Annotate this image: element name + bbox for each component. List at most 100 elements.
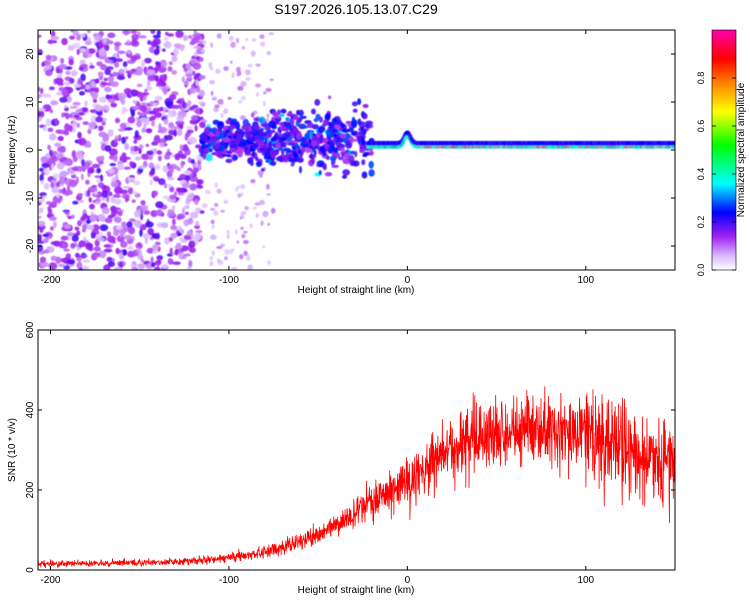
spectrogram-cell [129,218,136,223]
spectrogram-cell [153,266,161,270]
spectrogram-cell [42,125,48,132]
spectrogram-cell [244,206,249,211]
spectrogram-cell [75,150,84,159]
spectrogram-cell [259,148,265,151]
colorbar: 0.0 0.2 0.4 0.6 0.8 Normalized spectral ampl… [696,29,747,277]
spectrogram-cell [85,179,90,185]
spectrogram-cell [103,248,113,253]
spectrogram-cell [48,262,58,270]
spectrogram-cell [182,207,185,214]
spectrogram-cell [207,143,212,148]
spectrogram-cell [74,226,80,231]
spectrogram-x-axis-label: Height of straight line (km) [298,285,415,296]
spectrogram-cell [362,153,368,158]
spectrogram-cell [50,182,55,189]
spectrogram-cell [76,230,81,236]
spectrogram-cell [43,168,50,176]
spectrogram-cell [212,151,217,156]
spectrogram-cell [96,237,105,242]
spectrogram-cell [230,41,236,48]
spectrogram-cell [231,72,235,79]
spectrogram-cell [128,226,135,235]
spectrogram-cell [212,119,220,126]
spectrogram-cell [401,142,405,145]
spectrogram-cell [262,245,266,249]
spectrogram-cell [133,180,141,186]
spectrogram-cell [89,65,95,69]
spectrogram-cell [65,70,71,76]
spectrogram-cell [314,99,321,106]
spectrogram-cell [186,194,193,199]
spectrogram-cell [82,228,86,233]
spectrogram-cell [191,37,200,44]
spectrogram-cell [131,33,139,41]
spectrogram-cell [133,139,138,144]
spectrogram-cell [68,179,78,188]
spectrogram-cell [124,42,133,46]
spectrogram-cell [78,267,83,270]
spectrogram-cell [140,59,145,68]
spectrogram-cell [169,186,175,193]
spectrogram-cell [64,211,69,215]
spectrogram-cell [109,163,117,167]
spectrogram-cell [200,49,206,53]
spectrogram-cell [107,129,114,137]
spectrogram-cell [240,81,247,87]
spectrogram-cell [106,256,113,262]
spectrogram-cell [80,173,84,181]
spectrogram-cell [101,190,109,199]
spectrogram-cell [110,181,119,188]
spectrogram-cell [246,254,251,261]
spectrogram-cell [145,128,153,134]
spectrogram-cell [134,156,142,161]
spectrogram-cell [88,187,98,192]
spectrogram-cell [186,77,192,82]
spectrogram-cell [163,41,172,49]
spectrogram-cell [94,190,98,196]
spectrogram-cell [225,119,231,125]
spectrogram-cell [185,173,191,182]
spectrogram-cell [239,254,244,260]
spectrogram-cell [62,243,67,249]
spectrogram-cell [209,260,214,267]
spectrogram-cell [254,138,262,144]
spectrogram-cell [356,135,362,142]
colorbar-tick-label: 0.8 [696,72,706,85]
spectrogram-cell [101,105,110,113]
spectrogram-cell [123,30,129,36]
spectrogram-cell [196,179,204,185]
spectrogram-cell [247,63,253,68]
spectrogram-cell [102,135,107,142]
spectrogram-cell [192,167,199,173]
spectrogram-cell [78,137,87,146]
spectrogram-cell [83,236,87,241]
spectrogram-cell [78,261,82,268]
spectrogram-x-tick-label: -200 [40,275,60,286]
spectrogram-cell [150,40,159,48]
spectrogram-cell [43,182,50,190]
spectrogram-cell [112,71,119,77]
spectrogram-cell [90,115,98,124]
spectrogram-cell [351,120,358,129]
spectrogram-cell [136,121,142,128]
spectrogram-cell [179,144,184,150]
spectrogram-cell [250,161,254,166]
spectrogram-cell [150,30,156,34]
spectrogram-cell [246,149,250,154]
spectrogram-cell [122,61,128,68]
spectrogram-cell [133,71,143,76]
spectrogram-cell [121,136,127,144]
spectrogram-cell [120,240,128,248]
spectrogram-cell [282,128,290,132]
spectrogram-cell [138,165,146,169]
spectrogram-cell [155,83,163,87]
spectrogram-cell [82,121,89,126]
spectrogram-cell [124,234,133,241]
colorbar-tick-label: 0.0 [696,264,706,277]
spectrogram-cell [104,86,112,93]
spectrogram-cell [236,240,240,244]
spectrogram-cell [342,169,351,176]
spectrogram-cell [76,34,81,41]
spectrogram-cell [145,85,153,91]
spectrogram-cell [209,256,214,261]
